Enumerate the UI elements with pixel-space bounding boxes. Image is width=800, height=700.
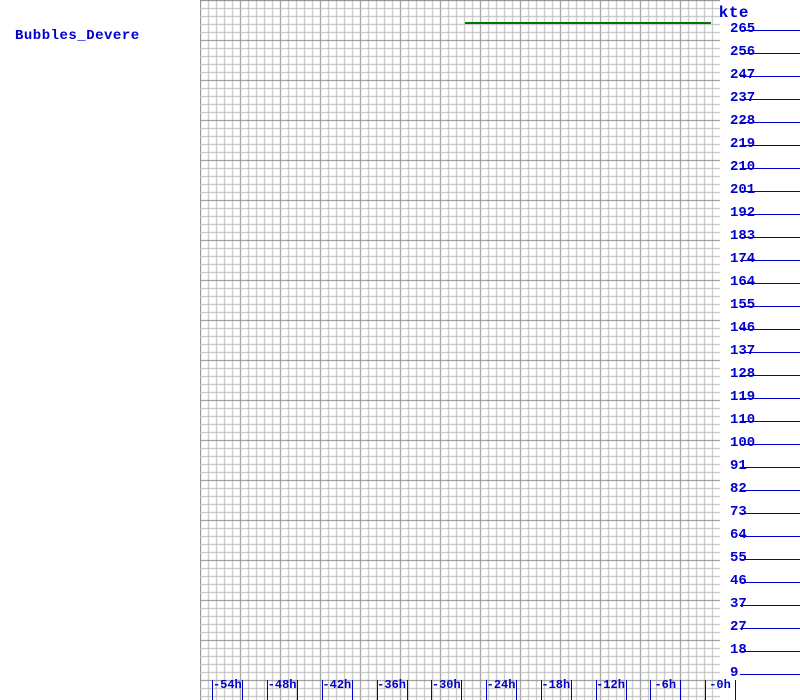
- y-tick-line: [740, 559, 800, 560]
- y-tick-label: 174: [730, 251, 755, 267]
- x-tick-label: -18h: [541, 678, 570, 692]
- player-name: Bubbles_Devere: [15, 28, 140, 44]
- x-tick-line: [297, 680, 298, 700]
- y-tick-label: 137: [730, 343, 755, 359]
- x-tick-label: -42h: [322, 678, 351, 692]
- y-tick-line: [740, 628, 800, 629]
- y-tick-label: 37: [730, 596, 747, 612]
- x-tick-label: -6h: [654, 678, 676, 692]
- y-tick-line: [740, 674, 800, 675]
- y-tick-label: 256: [730, 44, 755, 60]
- y-tick-label: 100: [730, 435, 755, 451]
- y-tick-label: 247: [730, 67, 755, 83]
- y-tick-label: 64: [730, 527, 747, 543]
- x-tick-line: [650, 680, 651, 700]
- x-tick-line: [571, 680, 572, 700]
- x-tick-label: -30h: [432, 678, 461, 692]
- y-tick-label: 73: [730, 504, 747, 520]
- y-tick-label: 228: [730, 113, 755, 129]
- y-tick-label: 9: [730, 665, 738, 681]
- y-tick-label: 210: [730, 159, 755, 175]
- y-tick-label: 110: [730, 412, 755, 428]
- x-tick-line: [735, 680, 736, 700]
- y-tick-label: 164: [730, 274, 755, 290]
- y-tick-label: 46: [730, 573, 747, 589]
- series-line: [465, 22, 711, 24]
- y-tick-label: 146: [730, 320, 755, 336]
- x-tick-label: -54h: [213, 678, 242, 692]
- x-tick-line: [516, 680, 517, 700]
- y-tick-label: 91: [730, 458, 747, 474]
- y-tick-label: 201: [730, 182, 755, 198]
- y-tick-label: 18: [730, 642, 747, 658]
- y-tick-label: 155: [730, 297, 755, 313]
- y-tick-label: 237: [730, 90, 755, 106]
- x-tick-line: [407, 680, 408, 700]
- x-tick-line: [626, 680, 627, 700]
- y-tick-line: [740, 513, 800, 514]
- x-tick-label: -0h: [709, 678, 731, 692]
- x-tick-line: [461, 680, 462, 700]
- x-tick-line: [242, 680, 243, 700]
- y-tick-line: [740, 651, 800, 652]
- grid-background: [200, 0, 720, 700]
- x-tick-line: [680, 680, 681, 700]
- y-tick-label: 183: [730, 228, 755, 244]
- x-tick-label: -48h: [268, 678, 297, 692]
- y-tick-label: 219: [730, 136, 755, 152]
- x-tick-label: -12h: [596, 678, 625, 692]
- y-tick-line: [740, 490, 800, 491]
- y-tick-line: [740, 467, 800, 468]
- x-tick-line: [705, 680, 706, 700]
- y-tick-label: 55: [730, 550, 747, 566]
- y-tick-label: 27: [730, 619, 747, 635]
- x-tick-label: -24h: [487, 678, 516, 692]
- y-tick-label: 119: [730, 389, 755, 405]
- y-tick-label: 192: [730, 205, 755, 221]
- x-tick-line: [352, 680, 353, 700]
- y-tick-line: [740, 605, 800, 606]
- y-tick-line: [740, 582, 800, 583]
- y-tick-label: 82: [730, 481, 747, 497]
- y-tick-label: 128: [730, 366, 755, 382]
- x-tick-label: -36h: [377, 678, 406, 692]
- y-tick-label: 265: [730, 21, 755, 37]
- y-tick-line: [740, 536, 800, 537]
